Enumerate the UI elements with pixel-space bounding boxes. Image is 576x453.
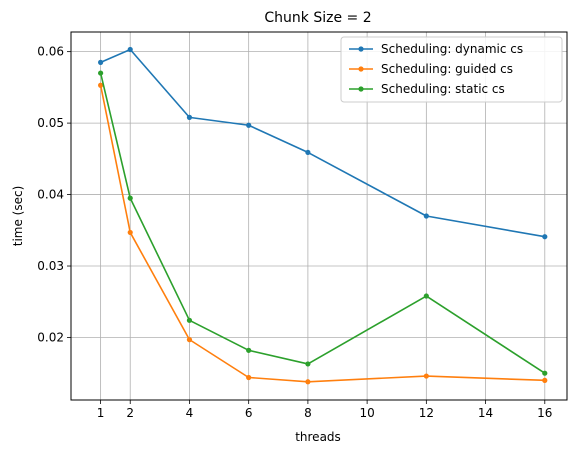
data-point <box>127 46 133 53</box>
plot-frame <box>70 31 568 401</box>
data-point <box>542 234 548 240</box>
x-tick-label: 4 <box>186 406 194 420</box>
series-lines <box>98 46 548 385</box>
legend-marker <box>358 66 364 72</box>
data-point <box>98 82 104 88</box>
legend-item: Scheduling: guided cs <box>349 62 513 76</box>
x-tick-label: 14 <box>478 406 493 420</box>
y-axis-label: time (sec) <box>11 186 25 247</box>
data-point <box>305 379 311 385</box>
data-point <box>246 374 252 381</box>
legend: Scheduling: dynamic cs Scheduling: guided… <box>340 36 563 103</box>
legend-box <box>340 36 563 103</box>
legend-item: Scheduling: dynamic cs <box>349 42 523 56</box>
x-tick-label: 2 <box>126 406 134 420</box>
data-point <box>305 149 311 156</box>
data-point <box>542 370 548 376</box>
data-point <box>186 337 193 343</box>
data-point <box>246 347 252 353</box>
data-point <box>542 377 548 383</box>
legend-item: Scheduling: static cs <box>349 82 505 96</box>
x-tick-label: 16 <box>537 406 552 420</box>
x-axis-label: threads <box>295 430 341 444</box>
data-point <box>186 317 193 323</box>
x-tick-label: 10 <box>359 406 374 420</box>
chart-title: Chunk Size = 2 <box>264 10 371 26</box>
y-tick-label: 0.04 <box>37 188 64 202</box>
y-tick-label: 0.05 <box>37 116 64 130</box>
data-point <box>423 293 429 299</box>
series-line <box>99 72 546 374</box>
data-point <box>246 122 252 128</box>
y-ticks: 0.02 0.03 0.04 0.05 0.06 <box>37 45 71 344</box>
x-tick-label: 12 <box>419 406 434 420</box>
x-tick-label: 8 <box>304 406 312 420</box>
data-point <box>305 361 311 367</box>
x-tick-label: 6 <box>245 406 253 420</box>
data-point <box>98 70 104 76</box>
legend-label: Scheduling: static cs <box>381 82 505 96</box>
data-point <box>423 213 429 219</box>
data-point <box>186 114 193 120</box>
y-tick-label: 0.06 <box>37 45 64 59</box>
legend-marker <box>358 46 364 52</box>
series-2 <box>98 70 548 376</box>
data-point <box>98 59 104 65</box>
legend-marker <box>358 86 364 92</box>
x-ticks: 1 2 4 6 8 10 12 14 16 <box>97 400 552 420</box>
legend-label: Scheduling: guided cs <box>381 62 513 76</box>
series-1 <box>98 82 548 385</box>
y-tick-label: 0.02 <box>37 330 64 344</box>
data-point <box>127 195 133 201</box>
series-0 <box>98 46 548 240</box>
legend-label: Scheduling: dynamic cs <box>381 42 523 56</box>
data-point <box>423 373 429 379</box>
x-tick-label: 1 <box>97 406 105 420</box>
y-tick-label: 0.03 <box>37 259 64 273</box>
data-point <box>127 229 133 236</box>
